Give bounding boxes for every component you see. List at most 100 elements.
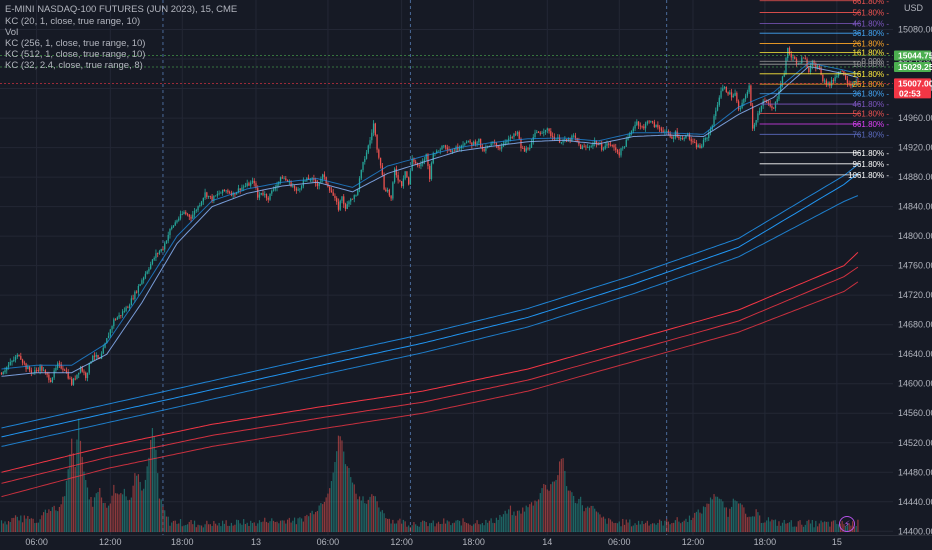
candle-body (678, 136, 680, 139)
volume-bar (501, 516, 503, 533)
volume-bar (615, 522, 617, 533)
volume-bar (555, 479, 557, 533)
volume-bar (164, 510, 166, 533)
candle-body (497, 145, 499, 148)
price-tag (894, 78, 931, 99)
candle-body (488, 145, 491, 147)
candle-body (546, 128, 548, 130)
candle-body (673, 137, 675, 139)
candle-body (544, 129, 547, 132)
volume-bar (69, 453, 71, 533)
volume-bar (760, 522, 763, 533)
volume-bar (697, 509, 699, 533)
lightning-icon[interactable]: ⚡ (839, 516, 855, 532)
volume-bar (392, 519, 394, 533)
indicator-kc-256[interactable]: KC (256, 1, close, true range, 10) (5, 38, 146, 49)
volume-bar (648, 525, 650, 533)
volume-bar (792, 526, 794, 533)
volume-bar (185, 524, 187, 533)
candle-body (379, 157, 382, 166)
volume-bar (355, 493, 357, 533)
volume-bar (302, 521, 304, 533)
volume-bar (394, 523, 396, 533)
candle-body (72, 378, 75, 385)
volume-bar (822, 522, 824, 533)
volume-bar (594, 508, 596, 533)
volume-bar (27, 516, 29, 533)
volume-bar (527, 507, 529, 533)
volume-bar (806, 520, 808, 533)
volume-bar (687, 521, 689, 533)
candle-body (518, 132, 520, 139)
volume-bar (804, 524, 806, 533)
volume-bar (732, 498, 734, 533)
volume-bar (581, 505, 584, 533)
candle-body (28, 366, 31, 371)
volume-bar (801, 524, 803, 533)
volume-bar (574, 502, 576, 533)
volume-bar (299, 517, 301, 533)
candle-body (286, 180, 289, 182)
candle-body (630, 131, 633, 134)
volume-bar (190, 520, 192, 533)
candle-body (792, 56, 794, 58)
candle-body (44, 370, 47, 373)
candle-body (62, 368, 64, 370)
volume-bar (332, 472, 334, 533)
candle-body (409, 170, 412, 185)
volume-bar (495, 517, 498, 533)
volume-bar (165, 516, 168, 533)
candle-body (181, 213, 183, 215)
fib-level-label: 100.00% - (853, 60, 890, 69)
candle-body (702, 140, 705, 146)
volume-bar (566, 486, 568, 533)
candle-body (465, 141, 468, 144)
candle-body (13, 359, 15, 361)
volume-bar (622, 518, 624, 533)
volume-bar (536, 501, 538, 533)
candle-body (581, 146, 584, 150)
candle-body (348, 201, 350, 205)
volume-bar (385, 518, 387, 533)
y-tick-label: 14760.00 (898, 261, 932, 271)
y-tick-label: 14880.00 (898, 172, 932, 182)
candle-body (221, 189, 224, 193)
candle-body (188, 214, 190, 217)
volume-bar (378, 507, 380, 533)
candle-body (79, 367, 82, 373)
indicator-kc-32[interactable]: KC (32, 2.4, close, true range, 8) (5, 60, 143, 71)
volume-bar (237, 520, 240, 533)
candle-body (539, 132, 541, 134)
candle-body (295, 188, 297, 191)
candle-body (750, 85, 752, 106)
volume-bar (178, 523, 180, 533)
indicator-vol[interactable]: Vol (5, 27, 19, 38)
candle-body (290, 181, 292, 187)
candle-body (229, 192, 231, 194)
candle-body (637, 121, 640, 126)
volume-bar (630, 526, 633, 533)
candle-body (406, 171, 408, 178)
price-tag-label: 15029.25 (898, 62, 932, 72)
volume-bar (857, 519, 859, 533)
volume-bar (358, 496, 361, 533)
candle-body (355, 194, 357, 196)
candle-body (571, 135, 573, 141)
candle-body (400, 181, 403, 187)
candle-body (644, 123, 647, 129)
indicator-kc-512[interactable]: KC (512, 1, close, true range, 10) (5, 49, 146, 60)
candle-body (279, 177, 282, 182)
volume-bar (543, 483, 545, 533)
candle-body (162, 249, 164, 250)
volume-bar (551, 481, 554, 533)
candle-body (371, 132, 373, 141)
indicator-kc-20[interactable]: KC (20, 1, close, true range, 10) (5, 16, 141, 27)
candle-body (157, 253, 159, 254)
candle-body (622, 147, 624, 149)
candle-body (790, 53, 792, 58)
volume-bar (420, 522, 422, 533)
candle-body (144, 273, 147, 278)
candle-body (509, 137, 512, 139)
